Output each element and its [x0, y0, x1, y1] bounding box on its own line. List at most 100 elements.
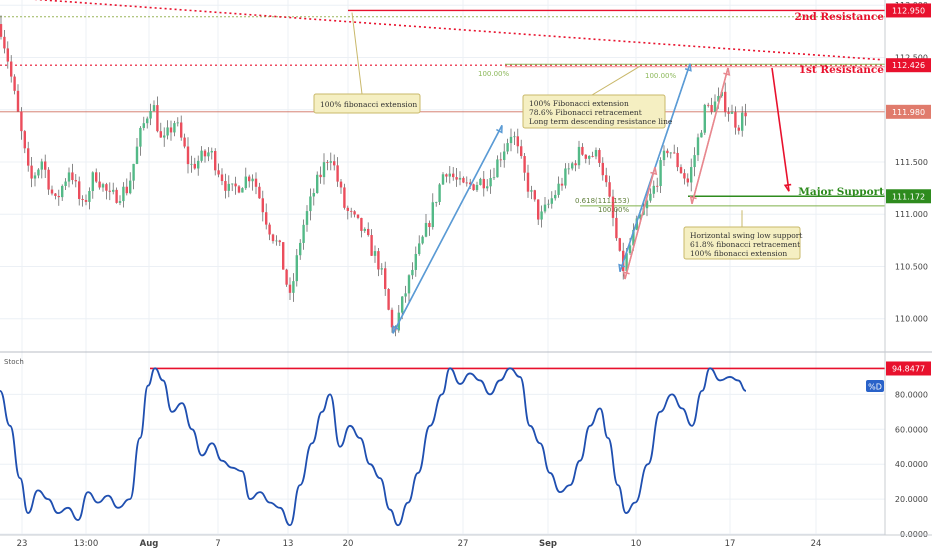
time-tick-5: 20 [343, 539, 354, 549]
candle-body [482, 178, 485, 189]
candle-body [448, 173, 451, 177]
candle-body [227, 183, 230, 191]
price-pane[interactable]: 100% fibonacci extension 100% Fibonacci … [0, 0, 885, 337]
candle-body [475, 184, 479, 191]
candle-body [414, 253, 417, 270]
note-fib-cluster-line-1: 100% Fibonacci extension [529, 99, 629, 108]
candle-body [387, 289, 390, 310]
level-tag-bg-0 [886, 3, 931, 18]
arrow-pink-2-back-shaft [691, 67, 729, 204]
stoch-legend-badge: %D [866, 380, 884, 392]
candle-body [20, 111, 23, 132]
candle-body [411, 269, 414, 276]
candle-body [81, 198, 84, 200]
stoch-tick-labels: 0.000020.000040.000060.000080.000094.847… [886, 361, 931, 539]
time-tick-4: 13 [283, 539, 294, 549]
candle-body [435, 202, 438, 203]
candle-body [431, 202, 434, 228]
candle-body [10, 61, 13, 77]
candle-body [373, 251, 377, 256]
candle-body [37, 169, 40, 176]
candle-body [156, 105, 159, 132]
arrow-pink-2-head [723, 67, 731, 76]
note-fib-cluster-line-2: 78.6% Fibonacci retracement [529, 108, 642, 117]
candle-body [316, 174, 319, 194]
candle-body [588, 156, 591, 159]
candle-body [265, 212, 268, 225]
note-fib-cluster-line-3: Long term descending resistance line [529, 117, 673, 126]
candle-body [438, 184, 441, 203]
candle-body [404, 293, 407, 297]
candle-body [696, 137, 700, 156]
note-fib-100-left: 100% fibonacci extension [313, 12, 421, 114]
candle-body [584, 154, 587, 159]
candle-body [197, 160, 200, 169]
candle-body [557, 183, 560, 195]
candle-body [707, 104, 710, 106]
candle-body [16, 90, 20, 112]
stoch-legend-text: %D [868, 383, 882, 392]
arrow-pink-1-back-head [622, 271, 630, 280]
candles [0, 15, 747, 337]
candle-body [377, 251, 380, 270]
candle-body [462, 177, 465, 183]
candle-body [13, 76, 16, 91]
candle-body [628, 245, 632, 254]
candle-body [703, 104, 706, 133]
candle-body [615, 217, 618, 239]
level-lines [0, 9, 885, 207]
candle-body [652, 185, 655, 194]
stoch-title: Stoch [4, 358, 24, 366]
candle-body [727, 112, 730, 114]
candle-body [186, 146, 190, 165]
candle-body [95, 172, 98, 182]
candle-body [88, 191, 91, 202]
candle-body [635, 218, 638, 230]
price-tick-5: 112.500 [895, 53, 928, 62]
grid [0, 0, 885, 535]
candle-body [516, 136, 519, 147]
candle-body [278, 240, 281, 243]
candle-body [33, 175, 37, 179]
note-support-line-2: 61.8% fibonacci retracement [690, 240, 800, 249]
candle-body [679, 167, 683, 174]
candle-body [547, 203, 550, 205]
candle-body [47, 169, 50, 190]
stoch-pane[interactable]: Stoch [0, 358, 885, 527]
fib-tag-100-low: 100.00% [598, 206, 629, 214]
time-tick-labels: 23 13:00 Aug 7 13 20 27 Sep 10 17 24 [17, 539, 822, 549]
candle-body [676, 152, 679, 168]
candle-body [543, 204, 547, 212]
candle-body [207, 152, 210, 157]
candle-body [220, 174, 224, 182]
candle-body [441, 174, 445, 185]
candle-body [333, 161, 336, 166]
candle-body [271, 234, 275, 242]
price-tick-1: 110.500 [895, 262, 928, 271]
candle-body [193, 163, 196, 169]
candle-body [146, 118, 149, 124]
fib-tag-100-top-b: 100.00% [645, 72, 676, 80]
candle-body [309, 196, 312, 212]
candle-body [605, 175, 608, 183]
candle-body [492, 177, 496, 179]
candle-body [744, 112, 747, 117]
candle-body [700, 132, 703, 138]
time-tick-10: 24 [811, 539, 822, 549]
candle-body [486, 186, 489, 189]
candle-body [601, 162, 604, 176]
fib-tag-100-top-a: 100.00% [478, 70, 509, 78]
candle-body [0, 24, 3, 37]
stoch-d-line [0, 367, 747, 527]
candle-body [526, 172, 530, 192]
arrow-blue-1-back-head [392, 325, 399, 334]
candle-body [350, 210, 353, 212]
candle-body [380, 268, 383, 270]
candle-body [285, 269, 288, 285]
candle-body [506, 143, 509, 152]
candle-body [244, 176, 247, 189]
candle-body [390, 309, 394, 328]
candle-body [690, 167, 693, 183]
arrow-pink-1-head [650, 167, 658, 176]
